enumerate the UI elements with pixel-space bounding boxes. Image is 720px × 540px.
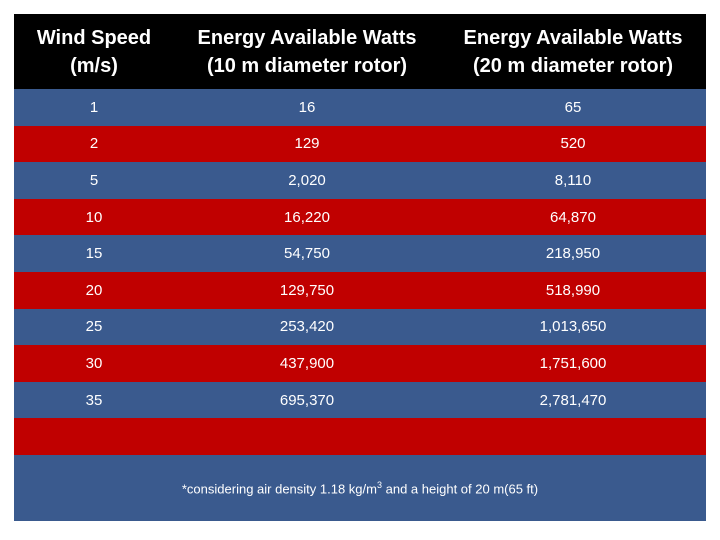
wind-energy-table: Wind Speed (m/s) Energy Available Watts … (14, 14, 706, 521)
table-row: 35 695,370 2,781,470 (14, 381, 706, 419)
empty-row (14, 418, 706, 455)
table-row: 10 16,220 64,870 (14, 198, 706, 236)
cell-energy-10m: 129,750 (279, 281, 335, 299)
table-row: 20 129,750 518,990 (14, 271, 706, 309)
cell-energy-20m: 520 (560, 135, 586, 153)
table-row: 25 253,420 1,013,650 (14, 308, 706, 346)
cell-energy-10m: 129 (294, 135, 320, 153)
table-row: 5 2,020 8,110 (14, 162, 706, 199)
footnote-before: *considering air density 1.18 kg/m (181, 481, 377, 497)
footnote-text: *considering air density 1.18 kg/m3 and … (182, 480, 538, 496)
footnote: *considering air density 1.18 kg/m3 and … (14, 454, 706, 521)
cell-wind-speed: 2 (89, 135, 99, 153)
footnote-after: and a height of 20 m(65 ft) (382, 481, 539, 497)
footnote-superscript: 3 (376, 479, 382, 490)
header-energy-20m-line2: (20 m diameter rotor) (472, 54, 674, 77)
cell-wind-speed: 35 (85, 391, 103, 409)
table-row: 1 16 65 (14, 89, 706, 126)
cell-wind-speed: 15 (85, 245, 103, 263)
cell-energy-20m: 1,013,650 (539, 318, 607, 336)
table-header: Wind Speed (m/s) Energy Available Watts … (14, 14, 706, 89)
header-wind-speed-line2: (m/s) (70, 54, 118, 77)
table-row: 30 437,900 1,751,600 (14, 345, 706, 382)
header-energy-10m-line2: (10 m diameter rotor) (206, 54, 408, 77)
cell-wind-speed: 30 (85, 354, 103, 372)
cell-energy-20m: 218,950 (545, 245, 601, 263)
cell-wind-speed: 25 (85, 318, 103, 336)
cell-energy-20m: 518,990 (545, 281, 601, 299)
table-row: 2 129 520 (14, 125, 706, 163)
header-wind-speed-line1: Wind Speed (36, 26, 152, 49)
cell-energy-20m: 8,110 (554, 171, 592, 189)
cell-energy-10m: 16,220 (284, 208, 330, 226)
cell-energy-20m: 64,870 (550, 208, 596, 226)
cell-wind-speed: 20 (85, 281, 103, 299)
header-energy-10m-line1: Energy Available Watts (197, 26, 417, 49)
cell-energy-20m: 1,751,600 (539, 354, 607, 372)
cell-energy-10m: 253,420 (279, 318, 335, 336)
cell-wind-speed: 5 (89, 171, 99, 189)
cell-energy-10m: 695,370 (279, 391, 335, 409)
cell-energy-10m: 54,750 (284, 245, 330, 263)
header-energy-10m: Energy Available Watts (10 m diameter ro… (174, 24, 440, 80)
header-wind-speed: Wind Speed (m/s) (14, 24, 174, 80)
cell-energy-10m: 437,900 (279, 354, 335, 372)
header-energy-20m-line1: Energy Available Watts (463, 26, 683, 49)
cell-wind-speed: 10 (85, 208, 103, 226)
cell-energy-20m: 65 (564, 98, 582, 116)
cell-energy-10m: 2,020 (288, 171, 326, 189)
table-row: 15 54,750 218,950 (14, 235, 706, 272)
cell-energy-20m: 2,781,470 (539, 391, 607, 409)
cell-energy-10m: 16 (298, 98, 316, 116)
cell-wind-speed: 1 (89, 98, 99, 116)
header-energy-20m: Energy Available Watts (20 m diameter ro… (440, 24, 706, 80)
